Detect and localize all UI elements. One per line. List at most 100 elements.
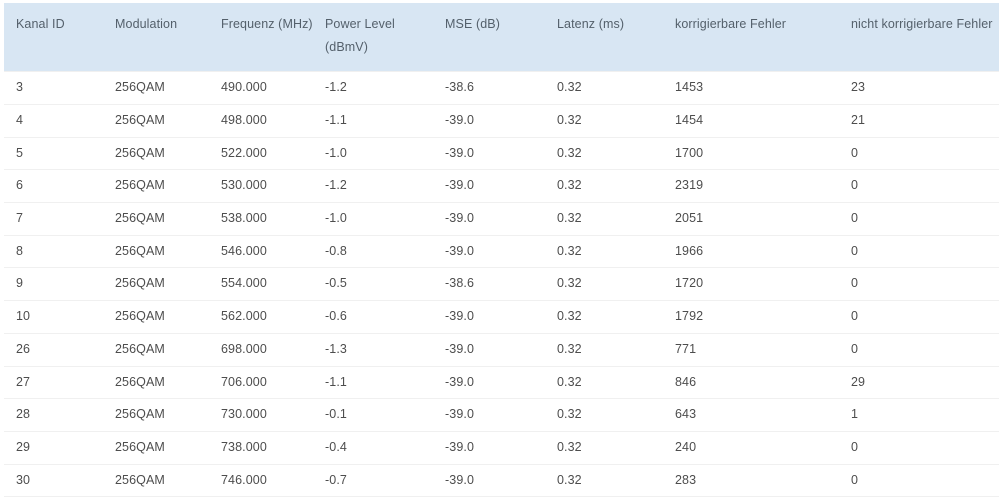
- cell-kanal-id: 7: [16, 211, 24, 226]
- cell-korr-fehler: 1453: [675, 80, 704, 95]
- cell-latenz: 0.32: [557, 309, 582, 324]
- column-header-label: Latenz (ms): [557, 17, 625, 31]
- cell-frequenz: 490.000: [221, 80, 267, 95]
- cell-mse: -39.0: [445, 112, 474, 127]
- cell-mse: -38.6: [445, 80, 474, 95]
- cell-korr-fehler: 771: [675, 341, 697, 356]
- table-row: 3 256QAM 490.000 -1.2 -38.6 0.32 1453 23: [4, 71, 999, 105]
- cell-kanal-id: 30: [16, 472, 31, 487]
- cell-power-level: -1.3: [325, 341, 347, 356]
- cell-modulation: 256QAM: [115, 341, 165, 356]
- table-row: 27 256QAM 706.000 -1.1 -39.0 0.32 846 29: [4, 366, 999, 399]
- cell-mse: -39.0: [445, 178, 474, 193]
- cell-modulation: 256QAM: [115, 472, 165, 487]
- table-row: 7 256QAM 538.000 -1.0 -39.0 0.32 2051 0: [4, 202, 999, 236]
- table-head: Kanal ID Modulation Frequenz (MHz) Power…: [4, 3, 999, 72]
- cell-kanal-id: 6: [16, 178, 24, 193]
- column-header-latenz: Latenz (ms): [557, 3, 675, 72]
- cell-power-level: -0.7: [325, 472, 347, 487]
- column-header-modulation: Modulation: [115, 3, 221, 72]
- column-header-kanal-id: Kanal ID: [4, 3, 115, 72]
- cell-power-level: -1.1: [325, 374, 347, 389]
- cell-modulation: 256QAM: [115, 439, 165, 454]
- cell-latenz: 0.32: [557, 341, 582, 356]
- cell-frequenz: 706.000: [221, 374, 267, 389]
- cell-frequenz: 530.000: [221, 178, 267, 193]
- cell-unkorr-fehler: 0: [851, 211, 859, 226]
- cell-korr-fehler: 240: [675, 439, 697, 454]
- cell-power-level: -0.6: [325, 309, 347, 324]
- cell-mse: -39.0: [445, 211, 474, 226]
- cell-korr-fehler: 1720: [675, 276, 704, 291]
- column-header-label: korrigierbare Fehler: [675, 17, 787, 31]
- cell-latenz: 0.32: [557, 439, 582, 454]
- column-header-mse: MSE (dB): [445, 3, 557, 72]
- cell-unkorr-fehler: 0: [851, 309, 859, 324]
- cell-frequenz: 546.000: [221, 243, 267, 258]
- cell-modulation: 256QAM: [115, 112, 165, 127]
- cell-latenz: 0.32: [557, 374, 582, 389]
- cell-kanal-id: 10: [16, 309, 31, 324]
- cell-modulation: 256QAM: [115, 243, 165, 258]
- column-header-label-line2: (dBmV): [325, 40, 368, 55]
- cell-mse: -39.0: [445, 309, 474, 324]
- cell-unkorr-fehler: 0: [851, 178, 859, 193]
- table-row: 8 256QAM 546.000 -0.8 -39.0 0.32 1966 0: [4, 235, 999, 268]
- cell-latenz: 0.32: [557, 145, 582, 160]
- table-row: 4 256QAM 498.000 -1.1 -39.0 0.32 1454 21: [4, 104, 999, 138]
- cell-unkorr-fehler: 0: [851, 439, 859, 454]
- cell-frequenz: 738.000: [221, 439, 267, 454]
- cell-frequenz: 698.000: [221, 341, 267, 356]
- docsis-downstream-channel-table: Kanal ID Modulation Frequenz (MHz) Power…: [4, 3, 999, 497]
- table-row: 30 256QAM 746.000 -0.7 -39.0 0.32 283 0: [4, 464, 999, 497]
- cell-korr-fehler: 283: [675, 472, 697, 487]
- cell-frequenz: 554.000: [221, 276, 267, 291]
- cell-latenz: 0.32: [557, 80, 582, 95]
- cell-mse: -39.0: [445, 407, 474, 422]
- cell-unkorr-fehler: 0: [851, 145, 859, 160]
- cell-modulation: 256QAM: [115, 276, 165, 291]
- column-header-label: MSE (dB): [445, 17, 500, 31]
- cell-latenz: 0.32: [557, 112, 582, 127]
- cell-mse: -39.0: [445, 243, 474, 258]
- cell-power-level: -1.1: [325, 112, 347, 127]
- cell-power-level: -0.4: [325, 439, 347, 454]
- channel-table-container: Kanal ID Modulation Frequenz (MHz) Power…: [4, 3, 999, 497]
- cell-latenz: 0.32: [557, 407, 582, 422]
- cell-kanal-id: 8: [16, 243, 24, 258]
- cell-latenz: 0.32: [557, 211, 582, 226]
- column-header-nicht-korrigierbare-fehler: nicht korrigierbare Fehler: [851, 3, 999, 72]
- cell-mse: -39.0: [445, 439, 474, 454]
- cell-korr-fehler: 846: [675, 374, 697, 389]
- cell-mse: -39.0: [445, 341, 474, 356]
- table-row: 28 256QAM 730.000 -0.1 -39.0 0.32 643 1: [4, 398, 999, 432]
- column-header-label: Modulation: [115, 17, 178, 31]
- cell-unkorr-fehler: 29: [851, 374, 866, 389]
- cell-latenz: 0.32: [557, 472, 582, 487]
- cell-modulation: 256QAM: [115, 178, 165, 193]
- cell-mse: -38.6: [445, 276, 474, 291]
- table-row: 6 256QAM 530.000 -1.2 -39.0 0.32 2319 0: [4, 169, 999, 203]
- cell-unkorr-fehler: 1: [851, 407, 859, 422]
- column-header-frequenz: Frequenz (MHz): [221, 3, 325, 72]
- cell-frequenz: 522.000: [221, 145, 267, 160]
- cell-frequenz: 730.000: [221, 407, 267, 422]
- cell-korr-fehler: 643: [675, 407, 697, 422]
- cell-frequenz: 746.000: [221, 472, 267, 487]
- cell-korr-fehler: 2319: [675, 178, 704, 193]
- table-row: 29 256QAM 738.000 -0.4 -39.0 0.32 240 0: [4, 431, 999, 465]
- cell-power-level: -0.5: [325, 276, 347, 291]
- cell-korr-fehler: 1792: [675, 309, 704, 324]
- cell-modulation: 256QAM: [115, 80, 165, 95]
- table-header-row: Kanal ID Modulation Frequenz (MHz) Power…: [4, 3, 999, 72]
- cell-kanal-id: 29: [16, 439, 31, 454]
- column-header-label: Kanal ID: [16, 17, 65, 31]
- cell-unkorr-fehler: 0: [851, 472, 859, 487]
- table-body: 3 256QAM 490.000 -1.2 -38.6 0.32 1453 23 4 256QAM…: [4, 71, 999, 497]
- cell-kanal-id: 9: [16, 276, 24, 291]
- cell-latenz: 0.32: [557, 178, 582, 193]
- cell-modulation: 256QAM: [115, 374, 165, 389]
- cell-unkorr-fehler: 23: [851, 80, 866, 95]
- cell-korr-fehler: 1454: [675, 112, 704, 127]
- cell-unkorr-fehler: 0: [851, 276, 859, 291]
